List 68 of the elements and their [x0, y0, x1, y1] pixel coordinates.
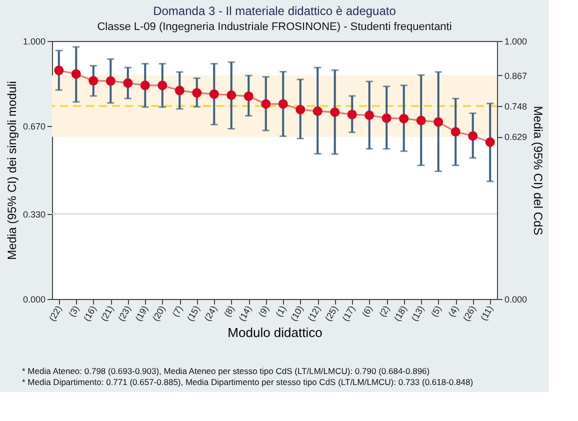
x-tick-label: (6): [360, 304, 374, 319]
y2-tick-label: 0.629: [504, 132, 528, 142]
x-tick-label: (13): [409, 304, 426, 323]
y-tick-label: 0.670: [22, 122, 46, 132]
x-tick-label: (25): [323, 304, 340, 323]
x-tick-label: (8): [222, 304, 236, 319]
point: [450, 127, 460, 137]
point: [158, 80, 168, 90]
text: * Media Ateneo: 0.798 (0.693-0.903), Media Ateneo per stesso tipo CdS (LT/LM/LMCU): 0.790 (0.684-0.896): [22, 366, 430, 376]
y2-tick-label: 1.000: [504, 36, 528, 46]
x-tick-label: (14): [236, 304, 254, 323]
x-tick-label: (22): [47, 304, 64, 323]
y2-tick-label: 0.000: [504, 294, 528, 304]
point: [226, 90, 236, 100]
x-tick-label: (23): [116, 304, 133, 323]
point: [244, 91, 254, 101]
text: * Media Dipartimento: 0.771 (0.657-0.885), Media Dipartimento per stesso tipo CdS (LT/LM/LMCU): 0.733 (0.618-0.848): [22, 377, 474, 387]
point: [278, 99, 288, 109]
x-axis-title: Modulo didattico: [228, 324, 322, 340]
x-tick-label: (10): [288, 304, 306, 323]
chart-title: Domanda 3 - Il materiale didattico è adeguato: [153, 4, 396, 18]
x-tick-label: (20): [150, 304, 168, 323]
y-tick-label: 1.000: [22, 36, 46, 46]
point: [209, 89, 219, 99]
x-tick-label: (15): [185, 304, 202, 323]
point: [71, 69, 81, 79]
y2-axis-title: Media (95% CI) del CdS: [531, 106, 546, 236]
point: [434, 117, 444, 127]
point: [88, 76, 98, 86]
point: [399, 114, 409, 124]
x-tick-label: (4): [446, 304, 460, 319]
y-tick-label: 0.330: [22, 209, 46, 220]
x-tick-label: (17): [340, 304, 357, 323]
x-tick-label: (9): [256, 304, 271, 319]
x-tick-label: (12): [306, 304, 322, 323]
x-tick-label: (16): [82, 304, 98, 323]
y2-tick-label: 0.748: [504, 102, 528, 112]
x-tick-label: (7): [170, 304, 184, 319]
x-tick-label: (24): [202, 304, 219, 323]
point: [54, 66, 64, 76]
point: [382, 113, 392, 123]
x-tick-label: (19): [133, 304, 150, 323]
x-tick-label: (11): [478, 304, 495, 322]
x-tick-label: (21): [98, 304, 116, 323]
y2-tick-label: 0.867: [504, 70, 528, 81]
point: [261, 99, 271, 109]
point: [192, 88, 202, 98]
chart-subtitle: Classe L-09 (Ingegneria Industriale FROSINONE) - Studenti frequentanti: [97, 21, 452, 33]
point: [123, 78, 133, 88]
point: [468, 131, 478, 141]
y-axis-title: Media (95% CI) dei singoli moduli: [4, 81, 19, 260]
y-tick-label: 0.000: [22, 294, 46, 304]
point: [174, 86, 184, 96]
point: [347, 110, 357, 120]
point: [106, 76, 116, 86]
point: [416, 116, 426, 126]
point: [312, 106, 322, 116]
x-tick-label: (1): [274, 304, 288, 319]
x-tick-label: (26): [461, 304, 478, 323]
x-tick-label: (2): [377, 304, 392, 319]
point: [296, 104, 306, 114]
point: [330, 107, 340, 117]
x-tick-label: (5): [429, 304, 444, 319]
point: [140, 80, 150, 90]
x-tick-label: (3): [66, 304, 81, 319]
x-tick-label: (18): [392, 304, 409, 323]
point: [485, 137, 495, 147]
point: [364, 110, 374, 120]
